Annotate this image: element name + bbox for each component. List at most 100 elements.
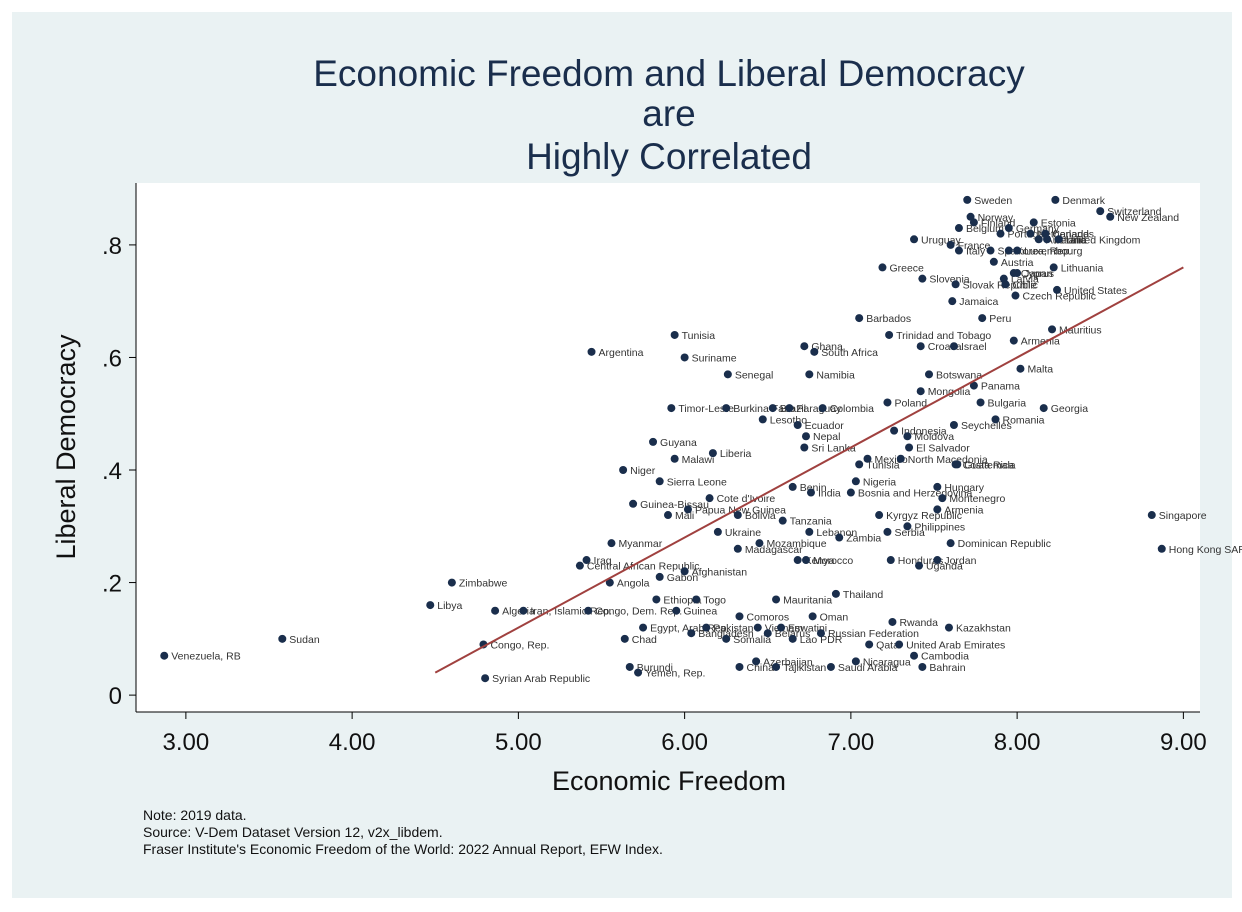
data-point <box>1004 246 1013 255</box>
data-point <box>835 533 844 542</box>
data-point <box>885 330 894 339</box>
data-point <box>976 398 985 407</box>
data-point <box>963 195 972 204</box>
data-point <box>846 488 855 497</box>
data-point-label: Papua New Guinea <box>695 504 786 516</box>
data-point-label: Switzerland <box>1107 206 1161 218</box>
data-point <box>1041 229 1050 238</box>
data-point-label: Honduras <box>898 555 944 567</box>
data-point <box>883 398 892 407</box>
data-point <box>481 674 490 683</box>
data-point <box>905 443 914 452</box>
data-point-label: Ukraine <box>725 527 761 539</box>
data-point <box>986 246 995 255</box>
data-point <box>996 229 1005 238</box>
note-line-3: Fraser Institute's Economic Freedom of t… <box>143 841 663 857</box>
data-point <box>1048 325 1057 334</box>
data-point <box>1004 224 1013 233</box>
data-point <box>722 634 731 643</box>
data-point <box>883 527 892 536</box>
data-point <box>278 634 287 643</box>
fit-line <box>434 266 1184 674</box>
chart-title-line-3: Highly Correlated <box>526 136 812 177</box>
data-point <box>1054 235 1063 244</box>
data-point <box>620 634 629 643</box>
data-point-label: Colombia <box>830 403 875 415</box>
data-point-label: Botswana <box>936 369 982 381</box>
data-point <box>683 505 692 514</box>
data-point <box>816 629 825 638</box>
note-line-1: Note: 2019 data. <box>143 807 247 823</box>
data-point <box>1157 544 1166 553</box>
x-tick-label: 9.00 <box>1160 729 1207 756</box>
data-point <box>649 437 658 446</box>
data-point-label: Armenia <box>944 504 983 516</box>
y-tick-label: .4 <box>102 458 122 485</box>
data-point <box>735 612 744 621</box>
data-point <box>1034 235 1043 244</box>
data-point <box>785 404 794 413</box>
data-point <box>680 353 689 362</box>
data-point-label: Australia <box>1046 234 1087 246</box>
data-point <box>818 404 827 413</box>
data-point-label: France <box>958 240 991 252</box>
data-point-label: Mongolia <box>928 386 971 398</box>
data-point <box>969 381 978 390</box>
data-point <box>634 668 643 677</box>
data-point-label: Kyrgyz Republic <box>886 510 962 522</box>
data-point-label: Congo, Rep. <box>490 639 549 651</box>
data-point-label: Argentina <box>599 347 644 359</box>
data-point-label: Syrian Arab Republic <box>492 673 590 685</box>
x-tick-label: 4.00 <box>329 729 376 756</box>
data-point <box>1106 212 1115 221</box>
data-point <box>1053 285 1062 294</box>
data-point-label: Jordan <box>944 555 976 567</box>
data-point-label: Niger <box>630 465 656 477</box>
data-point <box>878 263 887 272</box>
data-point-label: China <box>746 662 774 674</box>
data-point <box>755 539 764 548</box>
data-point <box>655 477 664 486</box>
data-point <box>989 257 998 266</box>
data-point-label: Cambodia <box>921 651 969 663</box>
data-point <box>888 617 897 626</box>
data-point-label: Slovak Republic <box>963 279 1038 291</box>
data-point-label: Peru <box>989 313 1011 325</box>
data-point-label: Barbados <box>866 313 911 325</box>
data-point-label: Indonesia <box>901 426 947 438</box>
data-point-label: Tunisia <box>866 459 900 471</box>
data-point <box>954 246 963 255</box>
data-point <box>946 240 955 249</box>
data-point <box>1013 246 1022 255</box>
x-axis-ticks: 3.00 4.00 5.00 6.00 7.00 8.00 9.00 <box>163 712 1207 756</box>
data-point <box>910 235 919 244</box>
y-tick-label: 0 <box>109 683 122 710</box>
data-point <box>933 482 942 491</box>
data-point <box>805 527 814 536</box>
data-point <box>447 578 456 587</box>
data-point <box>800 342 809 351</box>
data-point-label: Sierra Leone <box>667 476 727 488</box>
data-point-label: Netherlands <box>1037 229 1094 241</box>
chart-title-line-1: Economic Freedom and Liberal Democracy <box>313 53 1025 94</box>
data-point <box>969 218 978 227</box>
data-point <box>938 494 947 503</box>
data-point-label: Togo <box>703 594 726 606</box>
data-point <box>629 499 638 508</box>
data-point <box>692 595 701 604</box>
data-point <box>1029 218 1038 227</box>
data-point <box>855 460 864 469</box>
data-point-label: Greece <box>889 262 924 274</box>
data-point-label: Angola <box>617 578 650 590</box>
data-point <box>1011 291 1020 300</box>
data-point-label: Trinidad and Tobago <box>896 330 991 342</box>
data-point-label: Georgia <box>1051 403 1089 415</box>
data-point-label: Namibia <box>816 369 855 381</box>
data-point <box>426 601 435 610</box>
data-point-label: Mali <box>675 510 694 522</box>
data-point-label: Tanzania <box>790 516 832 528</box>
data-point <box>951 280 960 289</box>
data-point-label: Lesotho <box>770 414 808 426</box>
data-points <box>160 195 1166 683</box>
data-point <box>933 556 942 565</box>
